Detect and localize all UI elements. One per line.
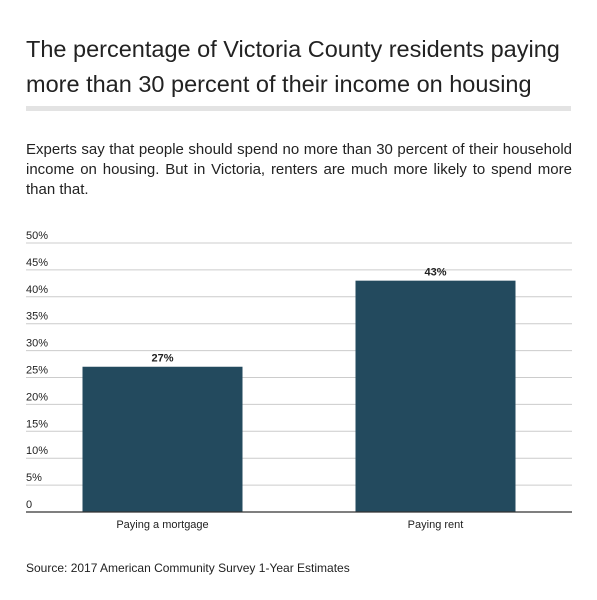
bar-chart: 0 5% 10% 15% 20% 25% 30% 35% 40% 45% 50% 27% 43% Pa…: [26, 230, 572, 531]
y-tick-label: 45%: [26, 257, 48, 269]
y-tick-label: 5%: [26, 472, 42, 484]
x-category-label: Paying rent: [408, 519, 464, 531]
y-tick-label: 35%: [26, 311, 48, 323]
title-divider: [26, 106, 571, 111]
x-axis-category-labels: Paying a mortgage Paying rent: [116, 519, 463, 531]
x-category-label: Paying a mortgage: [116, 519, 208, 531]
y-tick-label: 10%: [26, 445, 48, 457]
bars: [82, 280, 516, 512]
chart-title: The percentage of Victoria County reside…: [26, 36, 560, 97]
data-label: 43%: [424, 267, 446, 279]
y-axis-tick-labels: 0 5% 10% 15% 20% 25% 30% 35% 40% 45% 50%: [26, 230, 48, 511]
data-labels: 27% 43%: [151, 267, 446, 365]
y-tick-label: 0: [26, 499, 32, 511]
data-label: 27%: [151, 353, 173, 365]
y-tick-label: 20%: [26, 391, 48, 403]
y-tick-label: 50%: [26, 230, 48, 242]
y-tick-label: 40%: [26, 284, 48, 296]
source-note: Source: 2017 American Community Survey 1…: [26, 561, 350, 575]
y-tick-label: 15%: [26, 418, 48, 430]
y-tick-label: 25%: [26, 365, 48, 377]
bar: [355, 280, 516, 512]
bar: [82, 366, 243, 512]
y-tick-label: 30%: [26, 338, 48, 350]
chart-subtitle: Experts say that people should spend no …: [26, 141, 572, 198]
